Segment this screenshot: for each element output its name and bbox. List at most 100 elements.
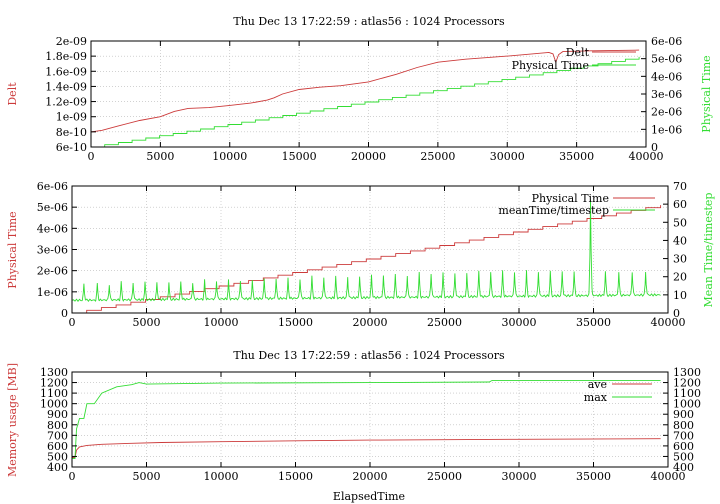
panel-2-series-physical-time-line <box>72 205 662 314</box>
panel-1-xtick-label: 20000 <box>351 150 386 163</box>
panel-3-title: Thu Dec 13 17:22:59 : atlas56 : 1024 Pro… <box>233 349 505 362</box>
panel-3-ytick-label: 1100 <box>40 387 68 400</box>
panel-3-ytick-label: 600 <box>47 440 68 453</box>
panel-3-ytick-label: 400 <box>47 461 68 474</box>
panel-3-y2tick-label: 500 <box>673 450 694 463</box>
panel-2-ylabel: Physical Time <box>6 211 19 288</box>
panel-1-xtick-label: 30000 <box>490 150 525 163</box>
panel-1-y2tick-label: 0 <box>651 141 658 154</box>
panel-1-xtick-label: 15000 <box>282 150 317 163</box>
panel-3-y2tick-label: 1000 <box>673 398 701 411</box>
panel-3-ytick-label: 1000 <box>40 398 68 411</box>
panel-1-delt-vs-physical-time: Thu Dec 13 17:22:59 : atlas56 : 1024 Pro… <box>6 15 713 163</box>
panel-3-xtick-label: 40000 <box>651 470 686 483</box>
panel-2-ytick-label: 2e-06 <box>37 265 68 278</box>
panel-1-title: Thu Dec 13 17:22:59 : atlas56 : 1024 Pro… <box>233 15 505 28</box>
panel-3-xtick-label: 10000 <box>204 470 239 483</box>
panel-3-ytick-label: 500 <box>47 450 68 463</box>
panel-3-y2tick-label: 400 <box>673 461 694 474</box>
panel-1-ytick-label: 1.2e-09 <box>45 96 87 109</box>
panel-3-y2tick-label: 1100 <box>673 387 701 400</box>
panel-2-ytick-label: 5e-06 <box>37 201 68 214</box>
panel-2-y2tick-label: 70 <box>673 180 687 193</box>
panel-2-xtick-label: 30000 <box>502 316 537 329</box>
panel-1-xtick-label: 25000 <box>420 150 455 163</box>
panel-1-ylabel: Delt <box>6 82 19 106</box>
panel-2-ytick-label: 4e-06 <box>37 222 68 235</box>
panel-3-ytick-label: 1300 <box>40 366 68 379</box>
panel-3-xtick-label: 25000 <box>427 470 462 483</box>
panel-2-y2tick-label: 0 <box>673 307 680 320</box>
panel-2-ytick-label: 1e-06 <box>37 286 68 299</box>
panel-3-xtick-label: 5000 <box>133 470 161 483</box>
panel-3-ytick-label: 800 <box>47 419 68 432</box>
panel-2-ytick-label: 6e-06 <box>37 180 68 193</box>
panel-3-ytick-label: 1200 <box>40 377 68 390</box>
panel-1-ticks: 0 5000 10000 15000 20000 25000 30000 35000 40000… <box>45 35 682 163</box>
panel-1-legend-physical-time-label: Physical Time <box>512 59 589 72</box>
panel-1-ytick-label: 6e-10 <box>56 141 87 154</box>
panel-1-y2tick-label: 4e-06 <box>651 70 682 83</box>
panel-3-xtick-label: 0 <box>69 470 76 483</box>
panel-2-y2tick-label: 60 <box>673 198 687 211</box>
panel-1-y2tick-label: 5e-06 <box>651 53 682 66</box>
panel-1-grid <box>91 41 646 147</box>
panel-1-y2tick-label: 2e-06 <box>651 106 682 119</box>
panel-2-xtick-label: 5000 <box>133 316 161 329</box>
panel-2-xtick-label: 20000 <box>353 316 388 329</box>
panel-2-ticks: 0 5000 10000 15000 20000 25000 30000 35000 40000… <box>37 180 687 329</box>
panel-1-xtick-label: 0 <box>88 150 95 163</box>
panel-2-y2tick-label: 30 <box>673 253 687 266</box>
panel-2-xtick-label: 15000 <box>278 316 313 329</box>
panel-3-y2tick-label: 900 <box>673 408 694 421</box>
panel-2-xtick-label: 40000 <box>651 316 686 329</box>
panel-2-y2tick-label: 10 <box>673 289 687 302</box>
panel-2-legend-mean-time-label: meanTime/timestep <box>498 204 609 217</box>
panel-3-series <box>72 379 661 460</box>
panel-2-ytick-label: 0 <box>61 307 68 320</box>
panel-3-memory-usage: Thu Dec 13 17:22:59 : atlas56 : 1024 Pro… <box>6 349 701 503</box>
panel-1-xtick-label: 35000 <box>559 150 594 163</box>
panel-2-y2tick-label: 20 <box>673 271 687 284</box>
panel-3-ylabel: Memory usage [MB] <box>6 363 19 477</box>
panel-3-series-max-line <box>72 379 661 460</box>
panel-2-legend-physical-time-label: Physical Time <box>532 192 609 205</box>
panel-2-xtick-label: 25000 <box>427 316 462 329</box>
panel-1-ytick-label: 2e-09 <box>56 35 87 48</box>
panel-1-ytick-label: 1.6e-09 <box>45 65 87 78</box>
panel-3-y2tick-label: 600 <box>673 440 694 453</box>
panel-2-ytick-label: 3e-06 <box>37 244 68 257</box>
panel-3-xtick-label: 30000 <box>502 470 537 483</box>
panel-3-grid <box>72 372 668 467</box>
panel-2-y2tick-label: 50 <box>673 216 687 229</box>
panel-3-xtick-label: 35000 <box>576 470 611 483</box>
panel-3-xlabel: ElapsedTime <box>333 490 405 503</box>
panel-3-y2tick-label: 800 <box>673 419 694 432</box>
panel-2-xtick-label: 35000 <box>576 316 611 329</box>
panel-1-ytick-label: 1.4e-09 <box>45 80 87 93</box>
panel-1-xtick-label: 40000 <box>629 150 664 163</box>
panel-1-y2tick-label: 1e-06 <box>651 123 682 136</box>
panel-1-y2label: Physical Time <box>700 55 713 132</box>
panel-1-xtick-label: 10000 <box>212 150 247 163</box>
panel-3-legend-ave-label: ave <box>588 378 607 391</box>
panel-1-ytick-label: 1.8e-09 <box>45 50 87 63</box>
panel-3-xtick-label: 15000 <box>278 470 313 483</box>
panel-1-legend-delt-label: Delt <box>566 46 590 59</box>
panel-2-series-meantime-timestep-line <box>71 199 661 303</box>
panel-3-ticks: 0 5000 10000 15000 20000 25000 30000 35000 40000… <box>40 366 701 483</box>
panel-2-xtick-label: 0 <box>69 316 76 329</box>
panel-1-ytick-label: 8e-10 <box>56 126 87 139</box>
panel-2-series <box>71 199 662 314</box>
panel-2-grid <box>72 186 668 313</box>
panel-1-series-physical-time-line <box>91 56 640 148</box>
panel-2-y2tick-label: 40 <box>673 234 687 247</box>
panel-3-ytick-label: 700 <box>47 429 68 442</box>
panel-2-xtick-label: 10000 <box>204 316 239 329</box>
panel-3-xtick-label: 20000 <box>353 470 388 483</box>
panel-1-xtick-label: 5000 <box>146 150 174 163</box>
panel-3-frame <box>71 371 669 468</box>
panel-2-physical-time-vs-mean-time: 0 5000 10000 15000 20000 25000 30000 35000 40000… <box>6 180 715 329</box>
panel-1-series-delt-line <box>90 49 640 133</box>
panel-1-series <box>90 49 640 148</box>
